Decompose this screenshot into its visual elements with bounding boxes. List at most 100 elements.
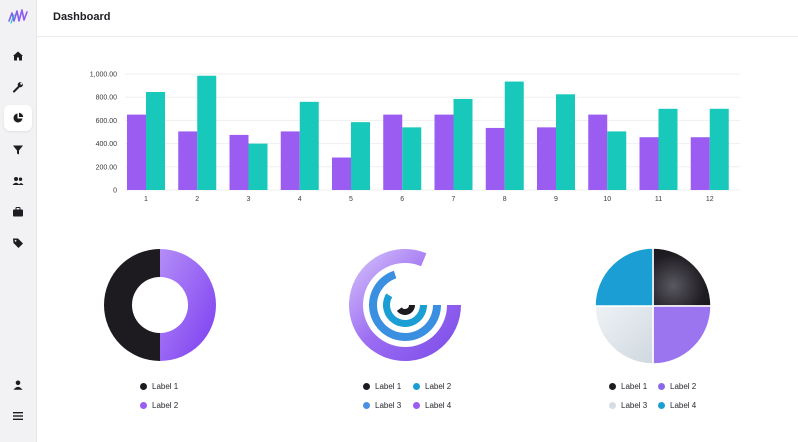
bar — [690, 137, 710, 190]
x-tick-label: 1 — [144, 196, 148, 203]
radial-bar — [383, 293, 427, 327]
x-tick-label: 11 — [655, 196, 662, 203]
wrench-icon — [13, 82, 23, 93]
x-tick-label: 4 — [298, 196, 302, 203]
sidebar-item-users[interactable] — [4, 168, 32, 194]
pie-slice — [652, 247, 712, 307]
y-tick-label: 200.00 — [96, 164, 118, 171]
legend-swatch — [658, 402, 665, 409]
sidebar-item-menu[interactable] — [4, 403, 32, 429]
user-icon — [13, 380, 23, 390]
legend-label: Label 3 — [375, 401, 402, 410]
legend-swatch — [609, 402, 616, 409]
bar — [607, 131, 627, 190]
bar — [658, 108, 678, 190]
bar — [280, 131, 300, 190]
header: Dashboard — [37, 0, 798, 37]
bar — [299, 101, 319, 190]
bar — [351, 122, 370, 190]
bar — [588, 114, 608, 190]
pie-chart-icon — [13, 112, 24, 123]
x-tick-label: 5 — [349, 196, 353, 203]
bar — [248, 143, 268, 190]
bar — [639, 137, 659, 190]
page-title: Dashboard — [53, 11, 111, 23]
pie-slice — [594, 305, 654, 365]
legend-item: Label 2 — [658, 382, 696, 391]
bar — [709, 108, 729, 190]
legend-item: Label 1 — [140, 382, 178, 391]
tag-icon — [13, 238, 23, 248]
legend-item: Label 2 — [140, 401, 178, 410]
x-tick-label: 7 — [452, 196, 456, 203]
sidebar — [0, 0, 37, 442]
bar — [178, 131, 198, 190]
sidebar-item-charts[interactable] — [4, 105, 32, 131]
legend-label: Label 2 — [425, 382, 452, 391]
pie-chart — [594, 247, 712, 365]
legend-item: Label 3 — [363, 401, 401, 410]
bar — [402, 127, 422, 190]
home-icon — [13, 51, 23, 61]
legend-label: Label 4 — [670, 401, 697, 410]
y-tick-label: 0 — [113, 188, 117, 195]
y-tick-label: 600.00 — [96, 118, 118, 125]
legend-label: Label 2 — [152, 401, 179, 410]
donut-slice — [160, 249, 217, 361]
bar — [485, 127, 505, 190]
legend-item: Label 1 — [363, 382, 401, 391]
sidebar-item-briefcase[interactable] — [4, 199, 32, 225]
x-tick-label: 3 — [247, 196, 251, 203]
legend-item: Label 2 — [413, 382, 451, 391]
sidebar-item-tools[interactable] — [4, 74, 32, 100]
sidebar-item-tags[interactable] — [4, 230, 32, 256]
x-tick-label: 9 — [554, 196, 558, 203]
legend-label: Label 3 — [621, 401, 648, 410]
y-tick-label: 1,000.00 — [90, 72, 117, 79]
legend-item: Label 4 — [658, 401, 696, 410]
bar — [383, 114, 403, 190]
x-tick-label: 2 — [195, 196, 199, 203]
bar — [332, 157, 351, 190]
pie-slice — [652, 305, 712, 365]
menu-icon — [13, 412, 23, 420]
y-tick-label: 400.00 — [96, 141, 118, 148]
sidebar-item-filter[interactable] — [4, 137, 32, 163]
radial-bar — [369, 270, 441, 341]
bar — [556, 94, 575, 190]
sidebar-item-profile[interactable] — [4, 372, 32, 398]
legend-label: Label 1 — [375, 382, 402, 391]
legend-swatch — [140, 402, 147, 409]
radial-bar — [349, 249, 461, 361]
pie-slice — [594, 247, 654, 307]
legend-label: Label 1 — [152, 382, 179, 391]
users-icon — [12, 177, 24, 185]
x-tick-label: 6 — [400, 196, 404, 203]
bar — [197, 75, 217, 190]
radial-bar-chart — [349, 249, 461, 361]
legend-swatch — [658, 383, 665, 390]
legend-swatch — [363, 402, 370, 409]
legend-swatch — [609, 383, 616, 390]
bar — [504, 81, 524, 190]
legend-item: Label 4 — [413, 401, 451, 410]
bar — [127, 114, 146, 190]
legend-item: Label 3 — [609, 401, 647, 410]
legend-swatch — [140, 383, 147, 390]
legend-swatch — [363, 383, 370, 390]
y-tick-label: 800.00 — [96, 95, 118, 102]
bar — [434, 114, 454, 190]
legend-label: Label 4 — [425, 401, 452, 410]
logo-icon[interactable] — [7, 7, 29, 27]
bar — [229, 134, 249, 190]
sidebar-item-home[interactable] — [4, 43, 32, 69]
bar — [453, 98, 473, 190]
donut-slice — [103, 249, 160, 361]
legend-label: Label 2 — [670, 382, 697, 391]
filter-icon — [13, 145, 23, 155]
donut-chart — [103, 249, 217, 361]
legend-swatch — [413, 402, 420, 409]
x-tick-label: 12 — [706, 196, 714, 203]
x-tick-label: 8 — [503, 196, 507, 203]
